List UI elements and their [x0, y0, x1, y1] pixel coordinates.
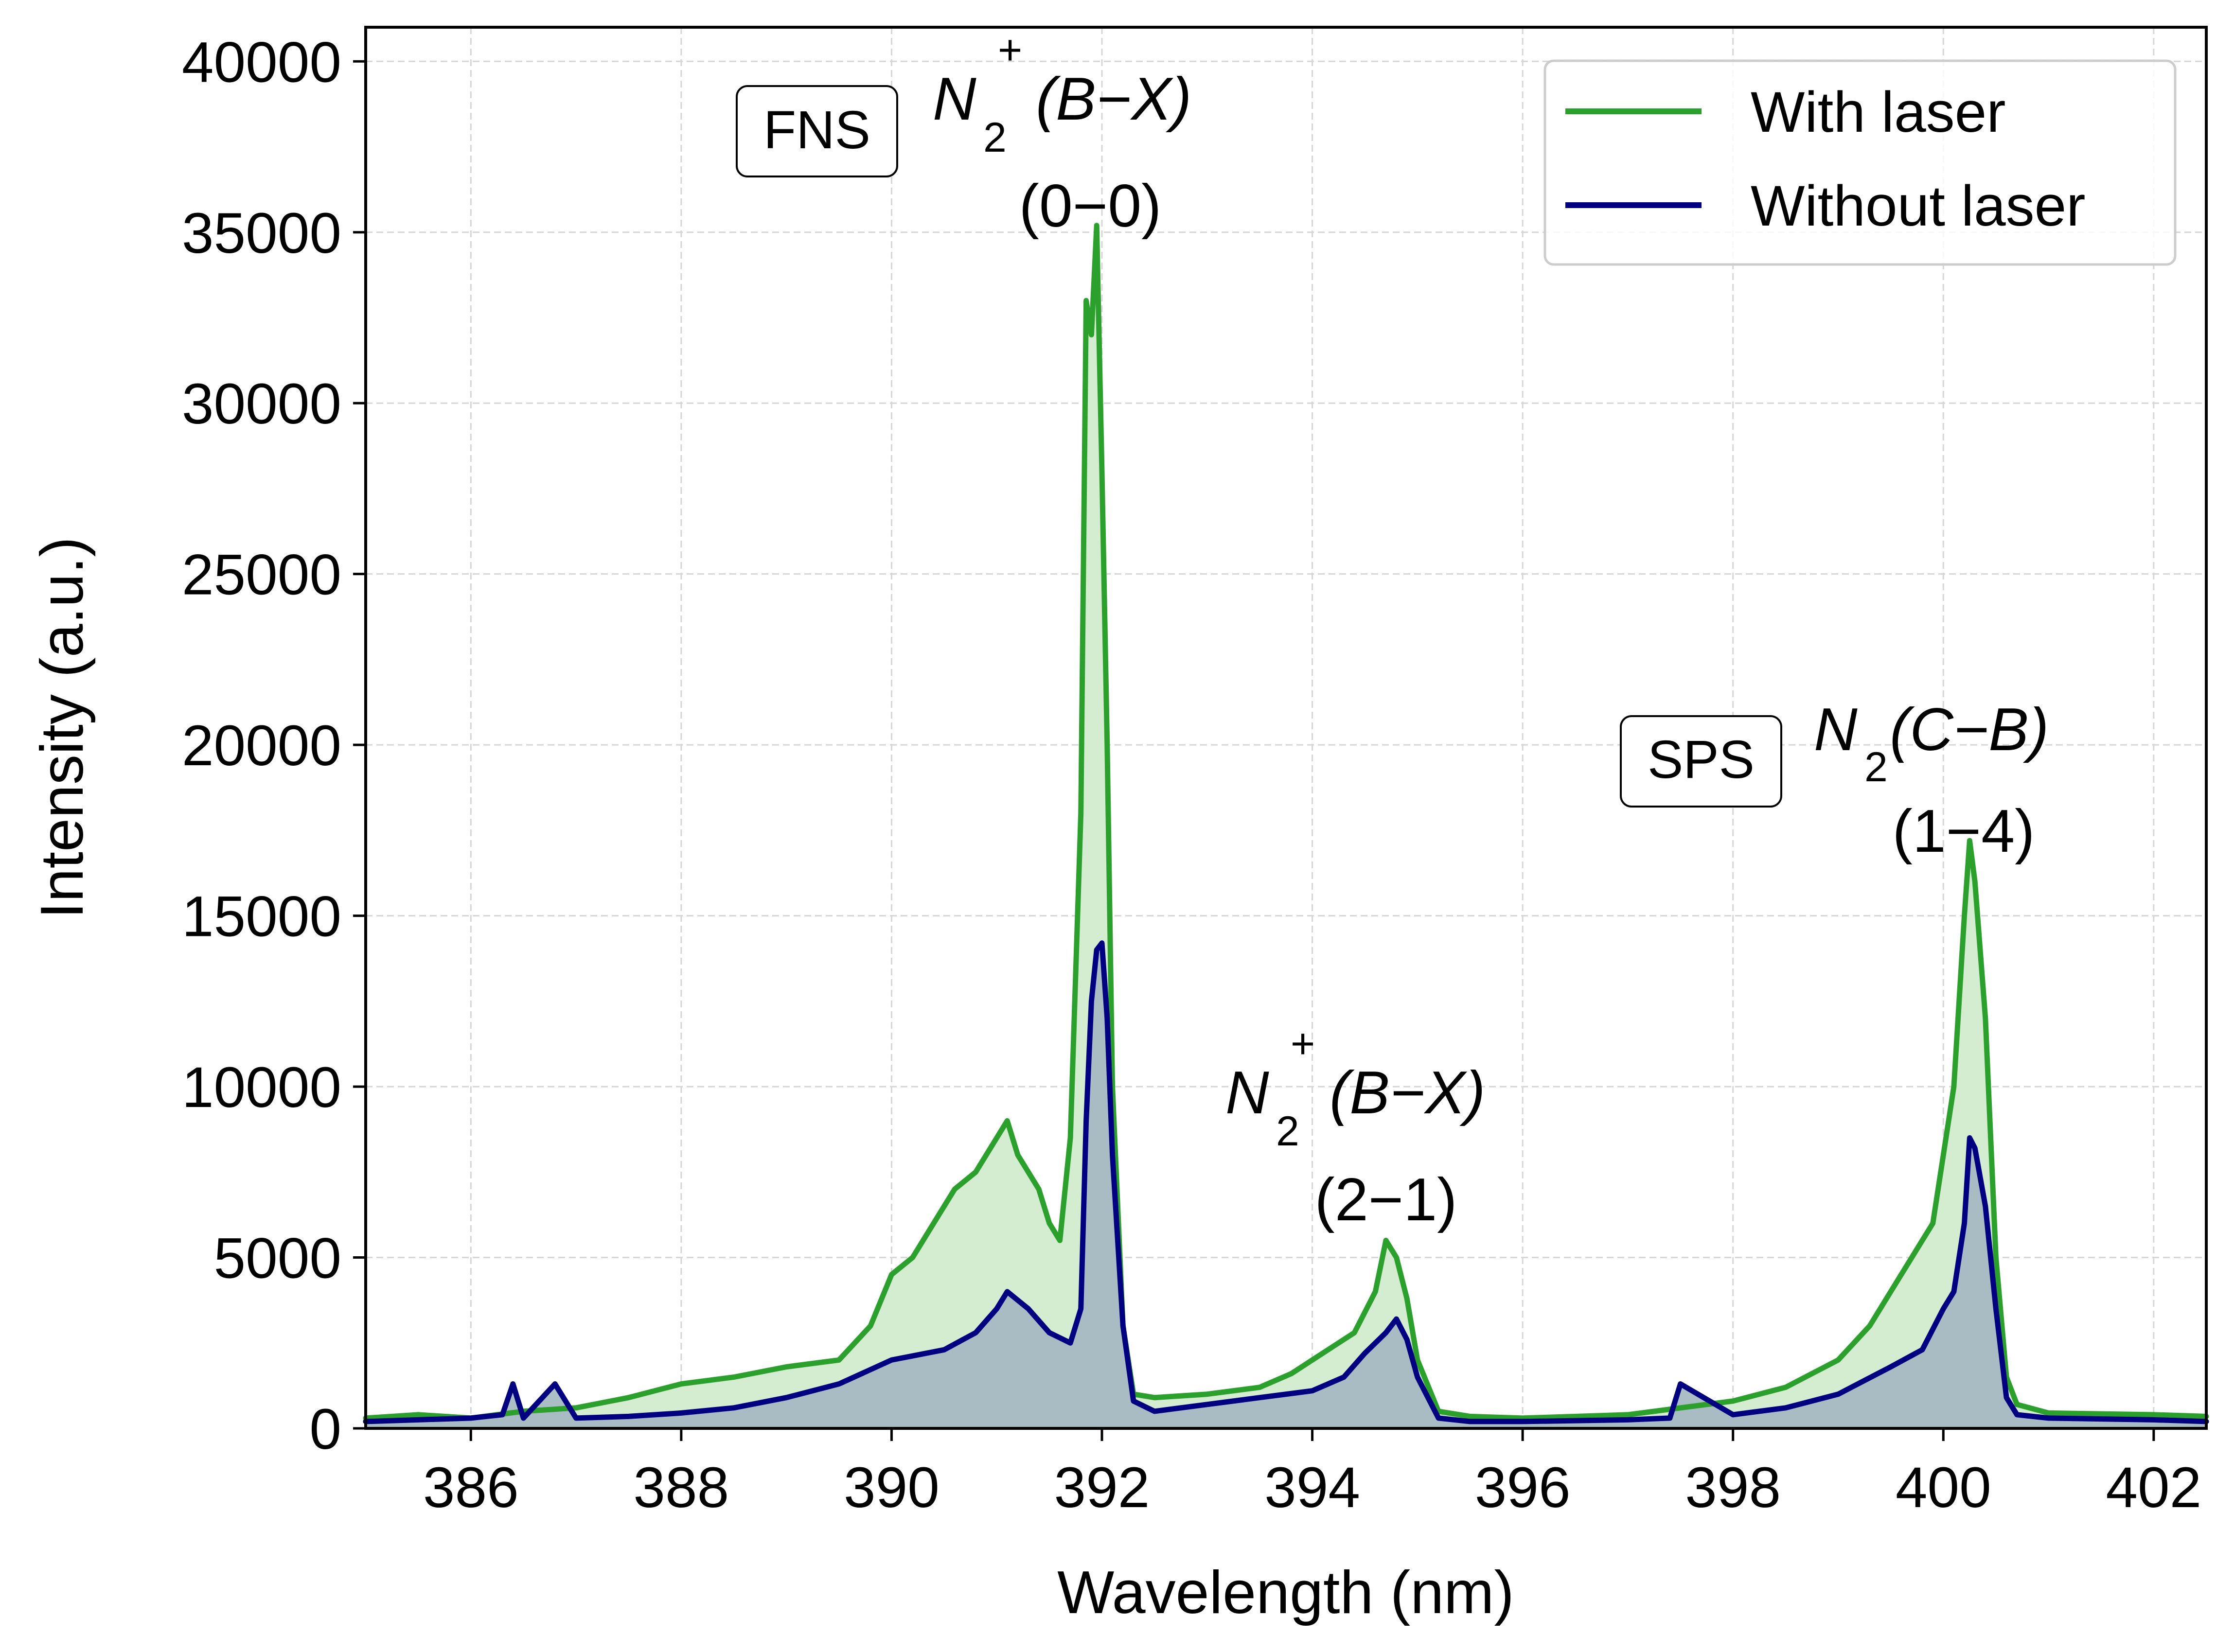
annotation-superscript: +	[1291, 1020, 1315, 1067]
x-tick-label: 402	[2106, 1456, 2201, 1520]
legend-box	[1543, 59, 2177, 266]
x-tick-label: 394	[1264, 1456, 1360, 1520]
annotation-superscript: +	[998, 27, 1022, 73]
y-tick-label: 40000	[182, 30, 341, 94]
y-tick-label: 10000	[182, 1055, 341, 1120]
x-tick-label: 392	[1054, 1456, 1150, 1520]
annotation-subscript: 2	[1276, 1108, 1299, 1155]
annotation-subscript: 2	[983, 114, 1007, 161]
x-tick-label: 400	[1896, 1456, 1991, 1520]
y-axis-ticks: 0 5000 10000 15000 20000 25000 30000 35000 40000	[182, 30, 366, 1461]
y-tick-label: 5000	[213, 1227, 341, 1291]
y-tick-label: 15000	[182, 885, 341, 949]
y-axis-title: Intensity (a.u.)	[29, 537, 96, 919]
series-lines	[363, 223, 2209, 1424]
annotation-subscript: 2	[1864, 744, 1888, 791]
annotation-transition: (B−X)	[1330, 1059, 1485, 1126]
y-tick-label: 35000	[182, 201, 341, 265]
fns-tag-label: FNS	[763, 100, 870, 160]
legend: With laser Without laser	[1543, 59, 2177, 266]
annotation-band: (1−4)	[1893, 798, 2035, 865]
annotation-species: N	[933, 66, 976, 133]
y-tick-label: 25000	[182, 543, 341, 607]
annotation-sps-1-4: SPS N 2 (C−B) (1−4)	[1620, 696, 2049, 865]
legend-label-without-laser: Without laser	[1751, 174, 2086, 238]
x-tick-label: 388	[633, 1456, 729, 1520]
series-line-1	[363, 940, 2209, 1424]
plot-frame	[364, 26, 2208, 1430]
x-tick-label: 396	[1475, 1456, 1571, 1520]
x-axis-title: Wavelength (nm)	[1057, 1559, 1514, 1626]
sps-tag-label: SPS	[1648, 730, 1755, 790]
annotation-band: (2−1)	[1315, 1166, 1457, 1233]
x-tick-label: 398	[1685, 1456, 1781, 1520]
annotation-transition: (B−X)	[1036, 66, 1191, 133]
y-tick-label: 20000	[182, 714, 341, 778]
annotation-species: N	[1814, 696, 1858, 763]
fns-tag-box	[736, 85, 898, 177]
y-tick-label: 0	[309, 1397, 341, 1461]
x-axis-ticks: 386 388 390 392 394 396 398 400 402	[423, 1428, 2201, 1520]
annotation-species: N	[1225, 1059, 1269, 1126]
annotation-band: (0−0)	[1019, 173, 1162, 240]
legend-label-with-laser: With laser	[1751, 80, 2006, 144]
annotation-fns-0-0: FNS N 2 + (B−X) (0−0)	[736, 27, 1191, 240]
annotation-transition: (C−B)	[1890, 696, 2049, 763]
sps-tag-box	[1620, 715, 1782, 808]
x-tick-label: 386	[423, 1456, 519, 1520]
x-tick-label: 390	[844, 1456, 940, 1520]
y-tick-label: 30000	[182, 372, 341, 436]
series-line-0	[363, 223, 2209, 1421]
annotation-2-1: N 2 + (B−X) (2−1)	[1225, 1020, 1485, 1233]
